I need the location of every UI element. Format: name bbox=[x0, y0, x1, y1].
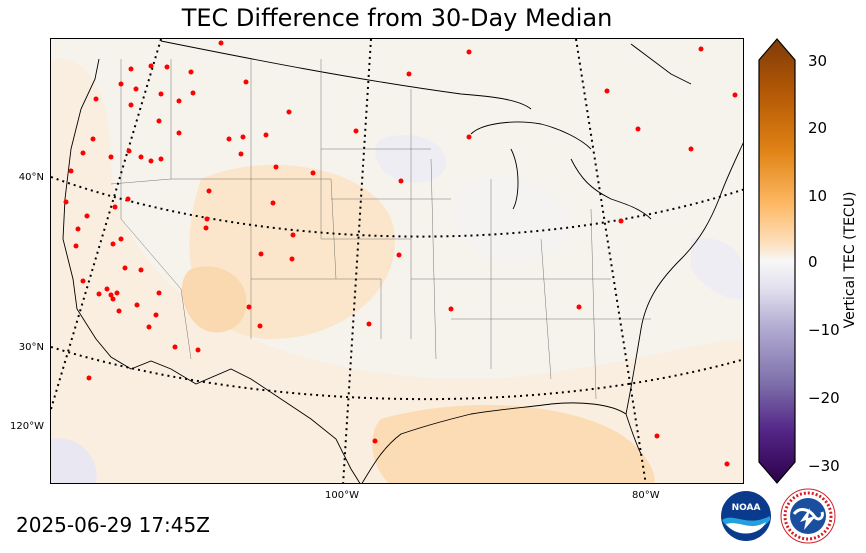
coastlines-borders bbox=[62, 40, 743, 483]
colorbar-tick-minus30: −30 bbox=[808, 457, 840, 475]
map-canvas bbox=[51, 39, 743, 483]
noaa-logo-text: NOAA bbox=[732, 503, 761, 513]
lon-label-100w: 100°W bbox=[325, 490, 359, 501]
nws-logo bbox=[780, 488, 836, 544]
colorbar-tick-minus10: −10 bbox=[808, 321, 840, 339]
lon-label-80w: 80°W bbox=[632, 490, 660, 501]
colorbar-tick-30: 30 bbox=[808, 52, 828, 70]
colorbar-tick-minus20: −20 bbox=[808, 389, 840, 407]
colorbar-tick-20: 20 bbox=[808, 119, 828, 137]
timestamp: 2025-06-29 17:45Z bbox=[16, 513, 210, 537]
tec-contours bbox=[51, 39, 743, 483]
lon-label-120w: 120°W bbox=[10, 421, 44, 432]
tec-difference-map bbox=[50, 38, 744, 484]
colorbar bbox=[758, 38, 796, 484]
noaa-logo: NOAA bbox=[721, 491, 771, 541]
gnss-stations bbox=[63, 40, 738, 467]
map-title: TEC Difference from 30-Day Median bbox=[181, 4, 613, 32]
state-lines bbox=[110, 59, 651, 400]
graticule bbox=[51, 39, 743, 483]
colorbar-label: Vertical TEC (TECU) bbox=[842, 191, 858, 329]
colorbar-tick-0: 0 bbox=[808, 253, 818, 271]
lat-label-40n: 40°N bbox=[18, 172, 44, 183]
colorbar-tick-10: 10 bbox=[808, 187, 828, 205]
lat-label-30n: 30°N bbox=[18, 342, 44, 353]
